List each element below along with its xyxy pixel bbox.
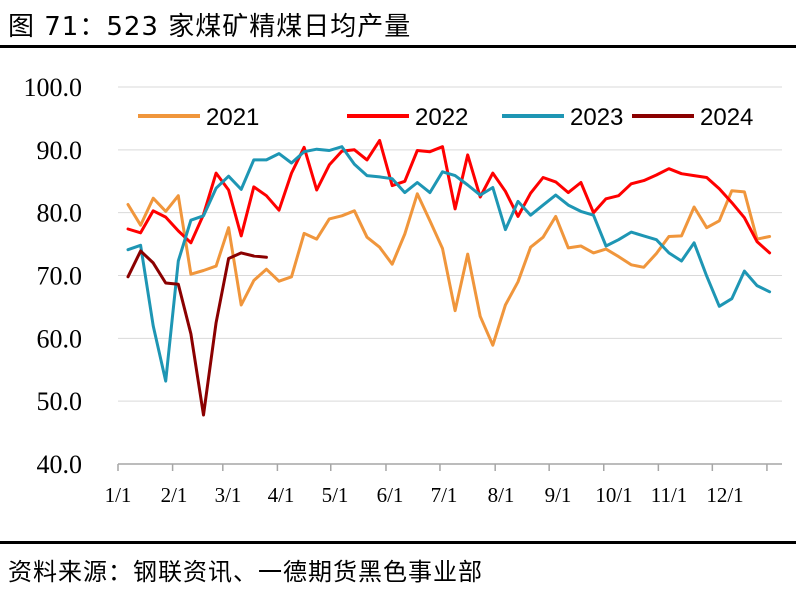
x-tick-label: 8/1 [488,483,515,507]
source-note: 资料来源：钢联资讯、一德期货黑色事业部 [8,558,483,586]
y-tick-label: 70.0 [37,262,83,291]
source-rule [0,541,796,544]
legend-label-2021: 2021 [206,104,259,131]
x-tick-label: 4/1 [268,483,295,507]
grid-lines [118,86,782,402]
series-2024 [126,249,268,417]
x-tick-label: 11/1 [651,483,688,507]
x-tick-label: 6/1 [377,483,404,507]
series-2021 [126,189,772,347]
axes: 40.0 50.0 60.0 70.0 80.0 90.0 100.0 1/1 2/1 3/1 4/… [24,73,782,507]
y-tick-label: 100.0 [24,73,83,102]
x-tick-label: 5/1 [322,483,349,507]
y-tick-label: 40.0 [37,450,83,479]
x-tick-label: 12/1 [706,483,743,507]
x-tick-label: 3/1 [215,483,242,507]
x-tick-label: 1/1 [105,483,132,507]
y-tick-label: 50.0 [37,387,83,416]
y-tick-label: 80.0 [37,199,83,228]
legend-label-2022: 2022 [415,104,468,131]
title-rule [0,45,796,48]
x-tick-label: 2/1 [161,483,188,507]
x-tick-label: 10/1 [595,483,632,507]
legend: 2021 2022 2023 2024 [138,104,753,131]
chart-title: 图 71：523 家煤矿精煤日均产量 [8,12,412,42]
series-lines [126,138,772,417]
legend-label-2023: 2023 [570,104,623,131]
series-2022 [126,138,772,255]
legend-label-2024: 2024 [700,104,753,131]
series-2023 [126,145,772,383]
x-tick-label: 7/1 [431,483,458,507]
y-tick-label: 60.0 [37,324,83,353]
y-tick-label: 90.0 [37,136,83,165]
x-tick-label: 9/1 [545,483,572,507]
